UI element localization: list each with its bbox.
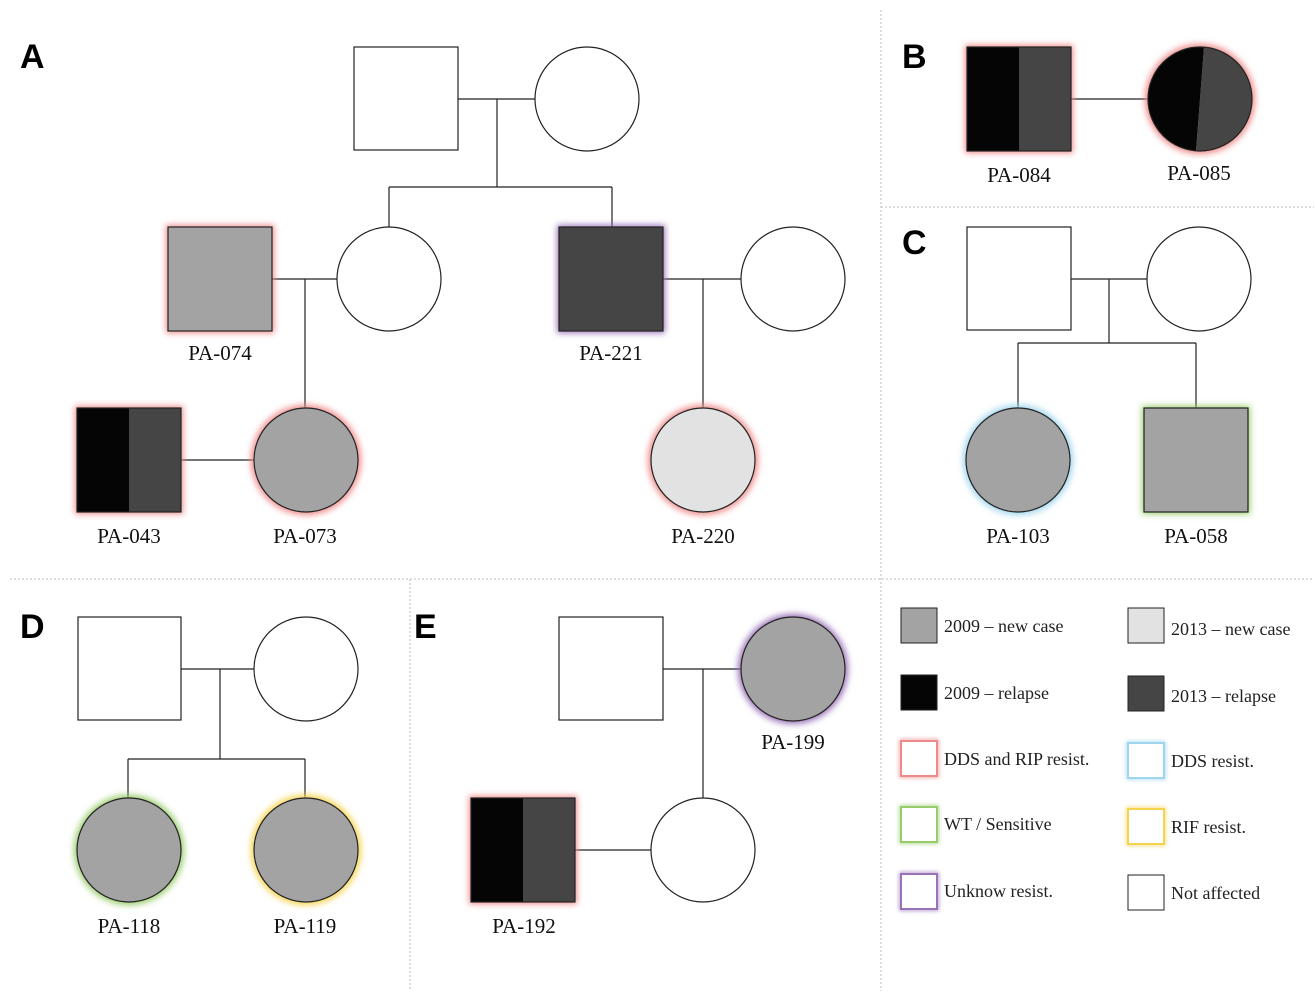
legend-swatch-unknown [900, 873, 938, 910]
legend-swatch-rif [1127, 808, 1165, 845]
pa-118-label: PA-118 [98, 914, 161, 938]
pa-074-label: PA-074 [188, 341, 252, 365]
pa-043-right-half [129, 408, 181, 512]
pa-085-right-half [1196, 47, 1253, 152]
legend-swatch-wt [900, 806, 938, 843]
pa-192-square [470, 797, 576, 903]
legend-label-2009-new-case: 2009 – new case [944, 616, 1063, 636]
pa-058-square [1143, 407, 1249, 513]
pa-221-square [558, 226, 664, 332]
pa-043-square [76, 407, 182, 513]
c-mother-unaffected [1146, 226, 1252, 332]
a-father-unaffected [353, 46, 459, 151]
pa-220-circle [650, 407, 756, 513]
legend-label-wt: WT / Sensitive [944, 814, 1052, 834]
pa-084-right-half [1019, 47, 1071, 151]
legend-label-not-affected: Not affected [1171, 883, 1260, 903]
panel-letter-b: B [902, 38, 927, 76]
pa-085-left-half [1147, 46, 1204, 151]
a-mother-unaffected [534, 46, 640, 152]
panel-d: D PA-118 PA-119 [20, 608, 361, 938]
pa-084-square [966, 46, 1072, 152]
panel-letter-e: E [414, 608, 437, 646]
e-father-unaffected [558, 616, 664, 721]
pa-103-label: PA-103 [986, 524, 1049, 548]
pa-043-left-half [77, 408, 129, 512]
legend-label-unknown: Unknow resist. [944, 881, 1053, 901]
pa-192-right-half [523, 798, 575, 902]
pa-199-label: PA-199 [761, 730, 824, 754]
pa-073-label: PA-073 [273, 524, 336, 548]
pa-103-circle [965, 407, 1071, 513]
legend-label-dds: DDS resist. [1171, 751, 1254, 771]
legend-swatch-2013-new-case [1127, 607, 1165, 644]
pa-084-label: PA-084 [987, 163, 1051, 187]
pa-119-label: PA-119 [274, 914, 337, 938]
legend-label-2013-relapse: 2013 – relapse [1171, 686, 1276, 706]
pa-085-label: PA-085 [1167, 161, 1230, 185]
panel-c: C PA-103 PA-058 [902, 224, 1252, 548]
a-daughter-unaffected [336, 226, 442, 332]
a-spouse-unaffected [740, 226, 846, 332]
legend-label-dds-rip: DDS and RIP resist. [944, 749, 1089, 769]
legend-swatch-not-affected [1127, 874, 1165, 911]
legend-swatch-dds [1127, 742, 1165, 779]
d-father-unaffected [77, 616, 182, 721]
pa-073-circle [253, 407, 359, 513]
legend-label-2013-new-case: 2013 – new case [1171, 619, 1290, 639]
pa-220-label: PA-220 [671, 524, 734, 548]
e-daughter-unaffected [650, 797, 756, 903]
legend-swatch-2009-new-case [900, 607, 938, 644]
pa-119-circle [253, 797, 359, 903]
pa-085-circle [1147, 46, 1253, 152]
panel-a-links [181, 98, 741, 461]
panel-e: E PA-199 PA-192 [414, 608, 848, 938]
pa-118-circle [76, 797, 182, 903]
pa-199-circle [740, 616, 846, 722]
d-mother-unaffected [253, 616, 359, 722]
c-father-unaffected [966, 226, 1072, 331]
pa-221-label: PA-221 [579, 341, 642, 365]
legend-label-2009-relapse: 2009 – relapse [944, 683, 1049, 703]
panel-letter-a: A [20, 38, 45, 76]
panel-separators [10, 10, 1314, 991]
pa-084-left-half [967, 47, 1019, 151]
legend-swatch-2009-relapse [900, 674, 938, 711]
panel-a: A PA-074 PA-221 PA-0 [20, 38, 846, 548]
panel-letter-c: C [902, 224, 927, 262]
panel-b: B PA-084 PA-085 [902, 38, 1255, 187]
pa-043-label: PA-043 [97, 524, 160, 548]
pa-074-square [167, 226, 273, 332]
legend-label-rif: RIF resist. [1171, 817, 1246, 837]
panel-letter-d: D [20, 608, 45, 646]
legend-swatch-2013-relapse [1127, 675, 1165, 712]
legend: 2009 – new case 2009 – relapse DDS and R… [899, 607, 1290, 911]
pa-192-label: PA-192 [492, 914, 555, 938]
pa-192-left-half [471, 798, 523, 902]
pa-058-label: PA-058 [1164, 524, 1227, 548]
legend-swatch-dds-rip [900, 740, 938, 777]
